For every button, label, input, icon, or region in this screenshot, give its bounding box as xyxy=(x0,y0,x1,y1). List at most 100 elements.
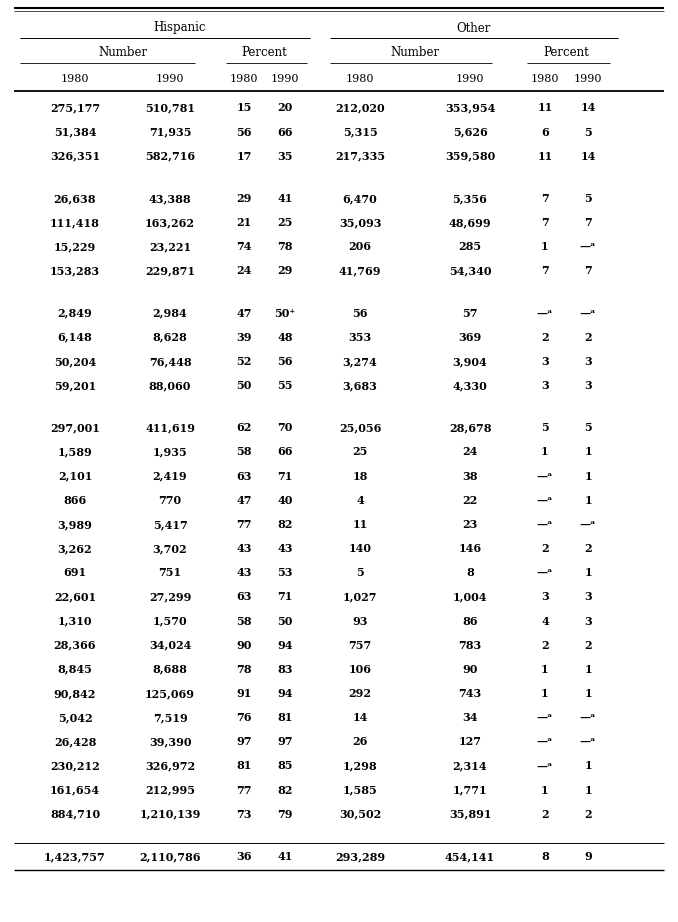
Text: 55: 55 xyxy=(277,380,293,391)
Text: 1: 1 xyxy=(541,688,549,699)
Text: 78: 78 xyxy=(277,242,293,253)
Text: 15: 15 xyxy=(237,102,252,113)
Text: 36: 36 xyxy=(236,851,252,862)
Text: 23,221: 23,221 xyxy=(149,242,191,253)
Text: —ᵃ: —ᵃ xyxy=(537,737,553,747)
Text: 1: 1 xyxy=(584,785,592,796)
Text: 230,212: 230,212 xyxy=(50,761,100,772)
Text: 23: 23 xyxy=(462,519,478,530)
Text: 2,849: 2,849 xyxy=(58,308,92,319)
Text: 2: 2 xyxy=(541,809,549,820)
Text: 43: 43 xyxy=(236,567,252,578)
Text: 43,388: 43,388 xyxy=(148,193,191,204)
Text: 94: 94 xyxy=(277,640,293,651)
Text: 1990: 1990 xyxy=(574,74,602,84)
Text: 743: 743 xyxy=(458,688,481,699)
Text: 292: 292 xyxy=(348,688,372,699)
Text: 26: 26 xyxy=(353,737,367,747)
Text: 48,699: 48,699 xyxy=(449,217,492,228)
Text: 4,330: 4,330 xyxy=(453,380,487,391)
Text: 4: 4 xyxy=(356,495,364,506)
Text: 58: 58 xyxy=(236,616,252,627)
Text: 3,904: 3,904 xyxy=(453,356,487,367)
Text: 35: 35 xyxy=(277,150,293,161)
Text: 30,502: 30,502 xyxy=(339,809,381,820)
Text: Hispanic: Hispanic xyxy=(154,21,206,34)
Text: 8,688: 8,688 xyxy=(153,664,187,675)
Text: 6: 6 xyxy=(541,126,549,137)
Text: 48: 48 xyxy=(277,332,293,343)
Text: 1990: 1990 xyxy=(271,74,299,84)
Text: 2: 2 xyxy=(584,640,592,651)
Text: —ᵃ: —ᵃ xyxy=(580,519,596,530)
Text: 1980: 1980 xyxy=(531,74,559,84)
Text: 146: 146 xyxy=(458,543,481,554)
Text: —ᵃ: —ᵃ xyxy=(537,712,553,723)
Text: 22,601: 22,601 xyxy=(54,591,96,602)
Text: 76,448: 76,448 xyxy=(148,356,191,367)
Text: 1: 1 xyxy=(584,495,592,506)
Text: 93: 93 xyxy=(353,616,367,627)
Text: —ᵃ: —ᵃ xyxy=(580,737,596,747)
Text: 86: 86 xyxy=(462,616,478,627)
Text: Other: Other xyxy=(457,21,491,34)
Text: 1,310: 1,310 xyxy=(58,616,92,627)
Text: 40: 40 xyxy=(277,495,293,506)
Text: 29: 29 xyxy=(237,193,252,204)
Text: 14: 14 xyxy=(580,102,596,113)
Text: 77: 77 xyxy=(236,785,252,796)
Text: 1980: 1980 xyxy=(230,74,258,84)
Text: —ᵃ: —ᵃ xyxy=(580,308,596,319)
Text: 3,274: 3,274 xyxy=(342,356,378,367)
Text: 18: 18 xyxy=(353,470,367,481)
Text: 50: 50 xyxy=(277,616,293,627)
Text: 8: 8 xyxy=(541,851,549,862)
Text: 1,771: 1,771 xyxy=(453,785,487,796)
Text: 50: 50 xyxy=(237,380,252,391)
Text: 1990: 1990 xyxy=(156,74,184,84)
Text: 217,335: 217,335 xyxy=(335,150,385,161)
Text: 34: 34 xyxy=(462,712,478,723)
Text: 1,298: 1,298 xyxy=(342,761,378,772)
Text: 35,093: 35,093 xyxy=(339,217,381,228)
Text: Percent: Percent xyxy=(241,46,287,60)
Text: 1: 1 xyxy=(541,785,549,796)
Text: 47: 47 xyxy=(236,495,252,506)
Text: 82: 82 xyxy=(277,785,293,796)
Text: —ᵃ: —ᵃ xyxy=(537,519,553,530)
Text: 3: 3 xyxy=(584,591,592,602)
Text: 6,148: 6,148 xyxy=(58,332,92,343)
Text: 783: 783 xyxy=(458,640,481,651)
Text: 3: 3 xyxy=(541,356,549,367)
Text: 39,390: 39,390 xyxy=(148,737,191,747)
Text: Number: Number xyxy=(391,46,439,60)
Text: 27,299: 27,299 xyxy=(148,591,191,602)
Text: 5,417: 5,417 xyxy=(153,519,187,530)
Text: 153,283: 153,283 xyxy=(50,266,100,277)
Text: 41: 41 xyxy=(277,193,293,204)
Text: 2: 2 xyxy=(541,640,549,651)
Text: 2,419: 2,419 xyxy=(153,470,187,481)
Text: 43: 43 xyxy=(277,543,293,554)
Text: 2,101: 2,101 xyxy=(58,470,92,481)
Text: 14: 14 xyxy=(353,712,367,723)
Text: 88,060: 88,060 xyxy=(148,380,191,391)
Text: 7: 7 xyxy=(541,266,549,277)
Text: 3: 3 xyxy=(541,591,549,602)
Text: 26,428: 26,428 xyxy=(54,737,96,747)
Text: 1: 1 xyxy=(541,446,549,457)
Text: 582,716: 582,716 xyxy=(145,150,195,161)
Text: 28,366: 28,366 xyxy=(54,640,96,651)
Text: 7: 7 xyxy=(584,266,592,277)
Text: 29: 29 xyxy=(277,266,293,277)
Text: 78: 78 xyxy=(236,664,252,675)
Text: 90: 90 xyxy=(462,664,478,675)
Text: 8: 8 xyxy=(466,567,474,578)
Text: 62: 62 xyxy=(237,422,252,433)
Text: 50⁺: 50⁺ xyxy=(275,308,296,319)
Text: 5,042: 5,042 xyxy=(58,712,92,723)
Text: 125,069: 125,069 xyxy=(145,688,195,699)
Text: 63: 63 xyxy=(236,470,252,481)
Text: 297,001: 297,001 xyxy=(50,422,100,433)
Text: 24: 24 xyxy=(462,446,478,457)
